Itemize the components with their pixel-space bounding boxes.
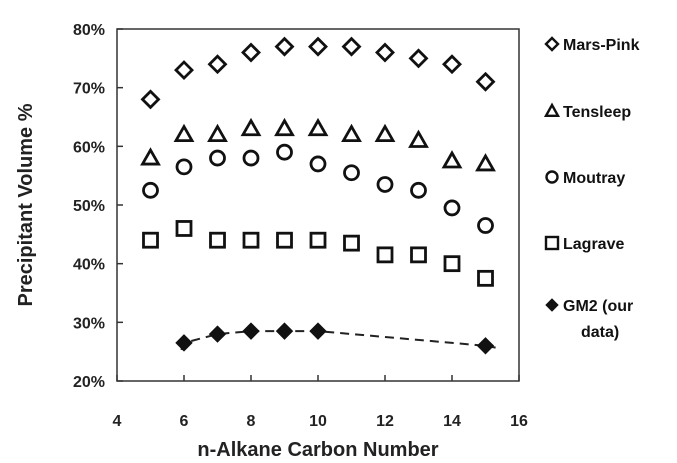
data-point-lagrave (410, 246, 427, 264)
data-point-tensleep (341, 123, 362, 143)
y-tick-label: 60% (73, 139, 105, 156)
legend-marker (543, 102, 561, 118)
y-tick-label: 50% (73, 198, 105, 215)
data-point-lagrave (309, 231, 327, 249)
data-points (140, 36, 496, 355)
data-point-mars-pink (341, 36, 362, 57)
data-point-moutray (376, 176, 394, 193)
y-axis-ticks: 20% 30% 40% 50% 60% 70% 80% (73, 22, 123, 391)
data-point-tensleep (307, 117, 329, 137)
legend: Mars-Pink Tensleep Moutray Lagrave GM2 (our d… (543, 36, 640, 341)
series-gm2-our-data (175, 322, 495, 355)
data-point-mars-pink (475, 71, 496, 92)
data-point-tensleep (207, 123, 228, 143)
legend-label: GM2 (our (563, 298, 633, 315)
x-tick-label: 4 (113, 413, 122, 430)
data-point-moutray (477, 217, 494, 234)
series-moutray (142, 143, 494, 234)
series-tensleep (140, 117, 496, 172)
legend-marker (544, 235, 560, 251)
x-tick-label: 10 (309, 413, 327, 430)
trend-line-gm2-our-data (180, 330, 496, 351)
data-point-gm2-our-data (175, 334, 193, 352)
x-tick-label: 6 (180, 413, 189, 430)
data-point-tensleep (173, 123, 195, 143)
data-point-mars-pink (375, 42, 395, 63)
legend-label: Mars-Pink (563, 37, 640, 54)
data-point-mars-pink (408, 48, 429, 69)
series-mars-pink (140, 36, 496, 110)
data-point-gm2-our-data (208, 325, 227, 343)
data-point-moutray (276, 143, 293, 161)
data-point-moutray (209, 149, 226, 167)
data-point-gm2-our-data (309, 322, 327, 340)
data-point-mars-pink (140, 89, 161, 110)
legend-marker (544, 36, 560, 52)
data-point-mars-pink (308, 36, 328, 57)
data-point-moutray (142, 181, 159, 199)
x-tick-label: 8 (247, 413, 256, 430)
data-point-mars-pink (241, 42, 261, 63)
x-tick-label: 14 (443, 413, 461, 430)
data-point-mars-pink (442, 54, 462, 75)
y-tick-label: 40% (73, 257, 105, 274)
data-point-moutray (309, 155, 327, 173)
legend-label: Moutray (563, 170, 625, 187)
data-point-lagrave (443, 255, 461, 273)
x-tick-label: 12 (376, 413, 394, 430)
legend-marker (545, 170, 559, 184)
data-point-moutray (175, 158, 193, 176)
data-point-gm2-our-data (242, 322, 260, 340)
data-point-lagrave (276, 231, 293, 249)
data-point-moutray (242, 149, 260, 167)
legend-label: Lagrave (563, 236, 624, 253)
data-point-moutray (343, 164, 360, 182)
data-point-tensleep (240, 117, 262, 137)
data-point-moutray (410, 181, 427, 199)
y-tick-label: 20% (73, 374, 105, 391)
legend-label: Tensleep (563, 104, 631, 121)
legend-item-lagrave: Lagrave (544, 235, 624, 253)
data-point-lagrave (242, 231, 260, 249)
legend-item-gm2-our-data: GM2 (our data) (545, 298, 633, 341)
legend-item-moutray: Moutray (545, 170, 625, 187)
data-point-moutray (443, 199, 461, 217)
y-tick-label: 30% (73, 315, 105, 332)
legend-label: data) (581, 324, 619, 341)
series-lagrave (142, 220, 494, 287)
data-point-tensleep (408, 129, 429, 148)
data-point-tensleep (441, 150, 463, 169)
y-axis-title: Precipitant Volume % (15, 103, 37, 306)
data-point-gm2-our-data (275, 322, 294, 340)
x-axis-title: n-Alkane Carbon Number (197, 439, 438, 461)
trend-lines (180, 330, 496, 351)
data-point-lagrave (175, 220, 193, 237)
data-point-tensleep (140, 147, 161, 166)
data-point-tensleep (475, 153, 496, 172)
y-tick-label: 70% (73, 81, 105, 98)
legend-item-mars-pink: Mars-Pink (544, 36, 640, 54)
data-point-gm2-our-data (476, 337, 495, 355)
data-point-tensleep (374, 123, 396, 143)
data-point-mars-pink (274, 36, 295, 57)
data-point-lagrave (209, 231, 226, 249)
data-point-tensleep (274, 117, 295, 137)
x-axis-ticks: 4 6 8 10 12 14 16 (113, 375, 528, 430)
legend-item-tensleep: Tensleep (543, 102, 631, 121)
data-point-lagrave (343, 234, 360, 252)
data-point-lagrave (142, 231, 159, 249)
legend-marker (545, 298, 559, 312)
data-point-mars-pink (207, 54, 228, 75)
data-point-mars-pink (174, 60, 194, 81)
x-tick-label: 16 (510, 413, 528, 430)
y-tick-label: 80% (73, 22, 105, 39)
data-point-lagrave (477, 269, 494, 287)
data-point-lagrave (376, 246, 394, 264)
